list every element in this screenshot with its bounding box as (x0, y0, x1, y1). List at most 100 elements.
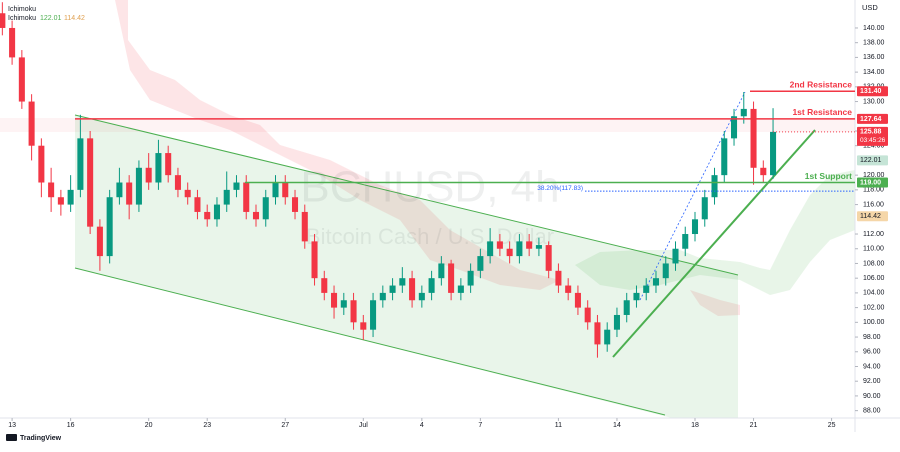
candle-body (584, 307, 591, 323)
candle-body (311, 241, 318, 279)
overlay-name: Ichimoku (8, 6, 36, 13)
candle-body (496, 241, 503, 249)
y-tick-label: 134.00 (863, 69, 885, 76)
overlay-tag (857, 211, 888, 222)
candle-body (691, 219, 699, 235)
candle-body (711, 175, 718, 198)
candle-body (28, 101, 35, 146)
y-tick-label: 98.00 (863, 334, 881, 341)
candle-body (291, 197, 299, 212)
x-tick-label: Jul (359, 422, 368, 429)
candle-body (604, 329, 611, 345)
x-tick-label: 25 (828, 422, 836, 429)
candle-body (516, 241, 523, 257)
y-tick-label: 136.00 (863, 54, 885, 61)
candle-body (418, 292, 425, 301)
candle-body (67, 189, 74, 205)
candle-body (594, 322, 601, 345)
candle-body (389, 285, 396, 293)
candle-body (252, 211, 260, 220)
brand: TradingView (20, 435, 62, 442)
x-tick-label: 18 (691, 422, 699, 429)
candle-body (487, 241, 494, 257)
candle-body (243, 182, 250, 212)
candle-body (545, 245, 552, 271)
candle-body (623, 300, 630, 315)
candle-body (526, 241, 533, 249)
level-tag-label: 119.00 (860, 179, 881, 186)
x-tick-label: 14 (613, 422, 621, 429)
y-tick-label: 90.00 (863, 393, 881, 400)
level-tag (857, 113, 888, 124)
candle-body (57, 197, 64, 205)
candle-body (477, 256, 484, 271)
level-tag-label: 127.64 (860, 116, 882, 123)
candle-body (721, 138, 728, 176)
fib-label: 38.20%(117.83) (537, 185, 583, 192)
candle-body (760, 167, 767, 176)
candle-body (506, 248, 513, 257)
candle-body (448, 263, 455, 293)
y-tick-label: 130.00 (863, 98, 885, 105)
x-tick-label: 4 (420, 422, 424, 429)
level-label: 2nd Resistance (790, 80, 853, 90)
x-tick-label: 13 (8, 422, 16, 429)
cloud-bullish (575, 170, 855, 295)
level-tag (857, 177, 888, 188)
currency: USD (862, 3, 878, 12)
candle-body (750, 108, 757, 168)
y-tick-label: 108.00 (863, 260, 885, 267)
candle-body (574, 292, 581, 308)
y-tick-label: 140.00 (863, 25, 885, 32)
candle-body (213, 204, 220, 220)
candle-body (126, 182, 133, 205)
candle-body (682, 234, 689, 249)
candle-body (96, 226, 103, 257)
candle-body (77, 138, 84, 190)
y-tick-label: 94.00 (863, 363, 881, 370)
candle-body (740, 108, 747, 117)
candle-body (340, 300, 347, 308)
candle-body (204, 211, 211, 220)
candle-body (9, 27, 16, 58)
brand-logo (6, 434, 17, 441)
candle-body (321, 278, 328, 293)
candle-body (165, 153, 172, 176)
candle-body (633, 292, 640, 301)
level-label: 1st Resistance (792, 107, 852, 117)
candle-body (770, 131, 777, 176)
watermark: BCHUSD, 4h (300, 163, 559, 212)
x-tick-label: 23 (203, 422, 211, 429)
candle-body (428, 278, 435, 293)
candle-body (301, 211, 308, 242)
candle-body (223, 189, 230, 205)
y-tick-label: 118.00 (863, 187, 884, 194)
overlay-value: 114.42 (64, 15, 85, 22)
y-tick-label: 124.00 (863, 143, 885, 150)
candle-body (18, 57, 25, 102)
overlay-tag (857, 155, 888, 166)
candle-body (233, 182, 240, 190)
overlay-tag-label: 122.01 (860, 157, 882, 164)
candle-body (662, 263, 669, 279)
y-tick-label: 120.00 (863, 172, 885, 179)
candle-body (350, 300, 357, 323)
y-tick-label: 116.00 (863, 201, 884, 208)
candle-body (38, 145, 45, 183)
x-tick-label: 16 (67, 422, 75, 429)
candle-body (438, 263, 445, 279)
level-tag (857, 86, 888, 97)
overlay-name: Ichimoku (8, 15, 36, 22)
candle-body (272, 182, 279, 198)
candle-body (48, 182, 55, 198)
x-tick-label: 7 (478, 422, 482, 429)
candle-body (701, 197, 708, 220)
candle-body (262, 197, 269, 220)
candle-body (457, 285, 464, 293)
fib-trend (639, 91, 746, 301)
watermark-sub: Bitcoin Cash / U.S. Dollar (306, 224, 554, 249)
x-tick-label: 20 (145, 422, 153, 429)
candle-body (0, 13, 6, 28)
candle-body (360, 322, 367, 330)
